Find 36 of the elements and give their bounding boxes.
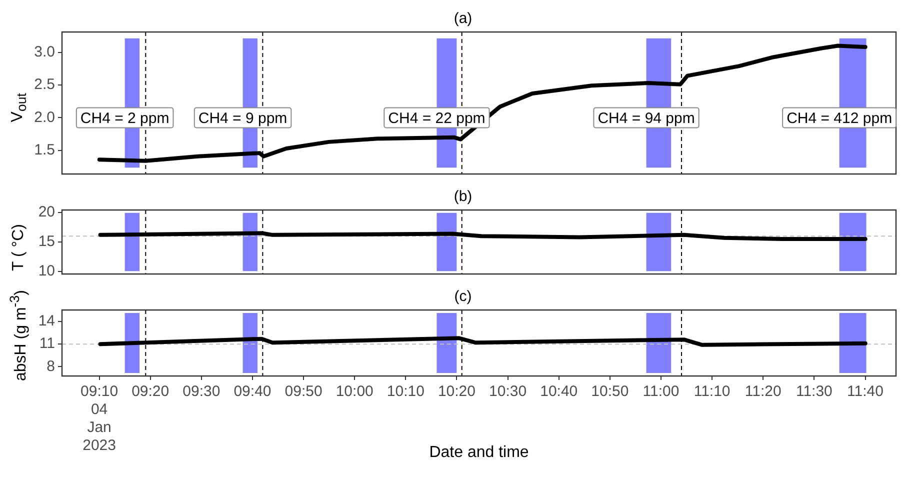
y-tick-label: 3.0 — [34, 43, 55, 60]
chart-title: (a) — [454, 10, 472, 28]
y-tick-label: 15 — [38, 233, 55, 250]
y-tick-label: 2.0 — [34, 108, 55, 126]
y-axis-title: T ( °C) — [10, 224, 28, 270]
x-tick-label: 09:10 04 Jan 2023 — [80, 383, 118, 454]
y-tick-label: 20 — [38, 204, 55, 221]
x-tick-label: 10:30 — [489, 383, 527, 400]
y-tick-label: 10 — [38, 262, 55, 280]
annotation: CH4 = 9 ppm — [198, 110, 288, 127]
x-tick-label: 10:40 — [540, 383, 578, 400]
x-tick-label: 09:30 — [182, 383, 220, 400]
chart-title: (c) — [454, 288, 472, 306]
annotation: CH4 = 94 ppm — [598, 110, 695, 127]
x-tick-label: 09:40 — [234, 383, 272, 400]
y-tick-label: 1.5 — [34, 142, 55, 159]
x-tick-label: 11:30 — [796, 383, 832, 400]
x-axis-title: Date and time — [429, 444, 529, 461]
y-tick-label: 11 — [39, 335, 55, 352]
x-tick-label: 11:10 — [694, 383, 730, 400]
x-tick-label: 09:20 — [132, 383, 170, 400]
x-tick-label: 10:00 — [336, 383, 374, 400]
x-tick-label: 09:50 — [284, 383, 322, 400]
annotation: CH4 = 22 ppm — [388, 110, 486, 127]
y-tick-label: 14 — [38, 312, 55, 330]
x-tick-label: 10:10 — [386, 383, 424, 400]
chart-title: (b) — [454, 188, 472, 206]
y-tick-label: 8 — [46, 358, 55, 375]
annotation: CH4 = 2 ppm — [80, 110, 170, 127]
x-tick-label: 11:20 — [744, 383, 782, 400]
x-tick-label: 11:00 — [642, 383, 680, 400]
y-tick-label: 2.5 — [34, 76, 55, 94]
annotation: CH4 = 412 ppm — [786, 110, 892, 127]
x-tick-label: 11:40 — [847, 383, 884, 400]
x-tick-label: 10:50 — [591, 383, 629, 400]
x-tick-label: 10:20 — [438, 383, 476, 400]
